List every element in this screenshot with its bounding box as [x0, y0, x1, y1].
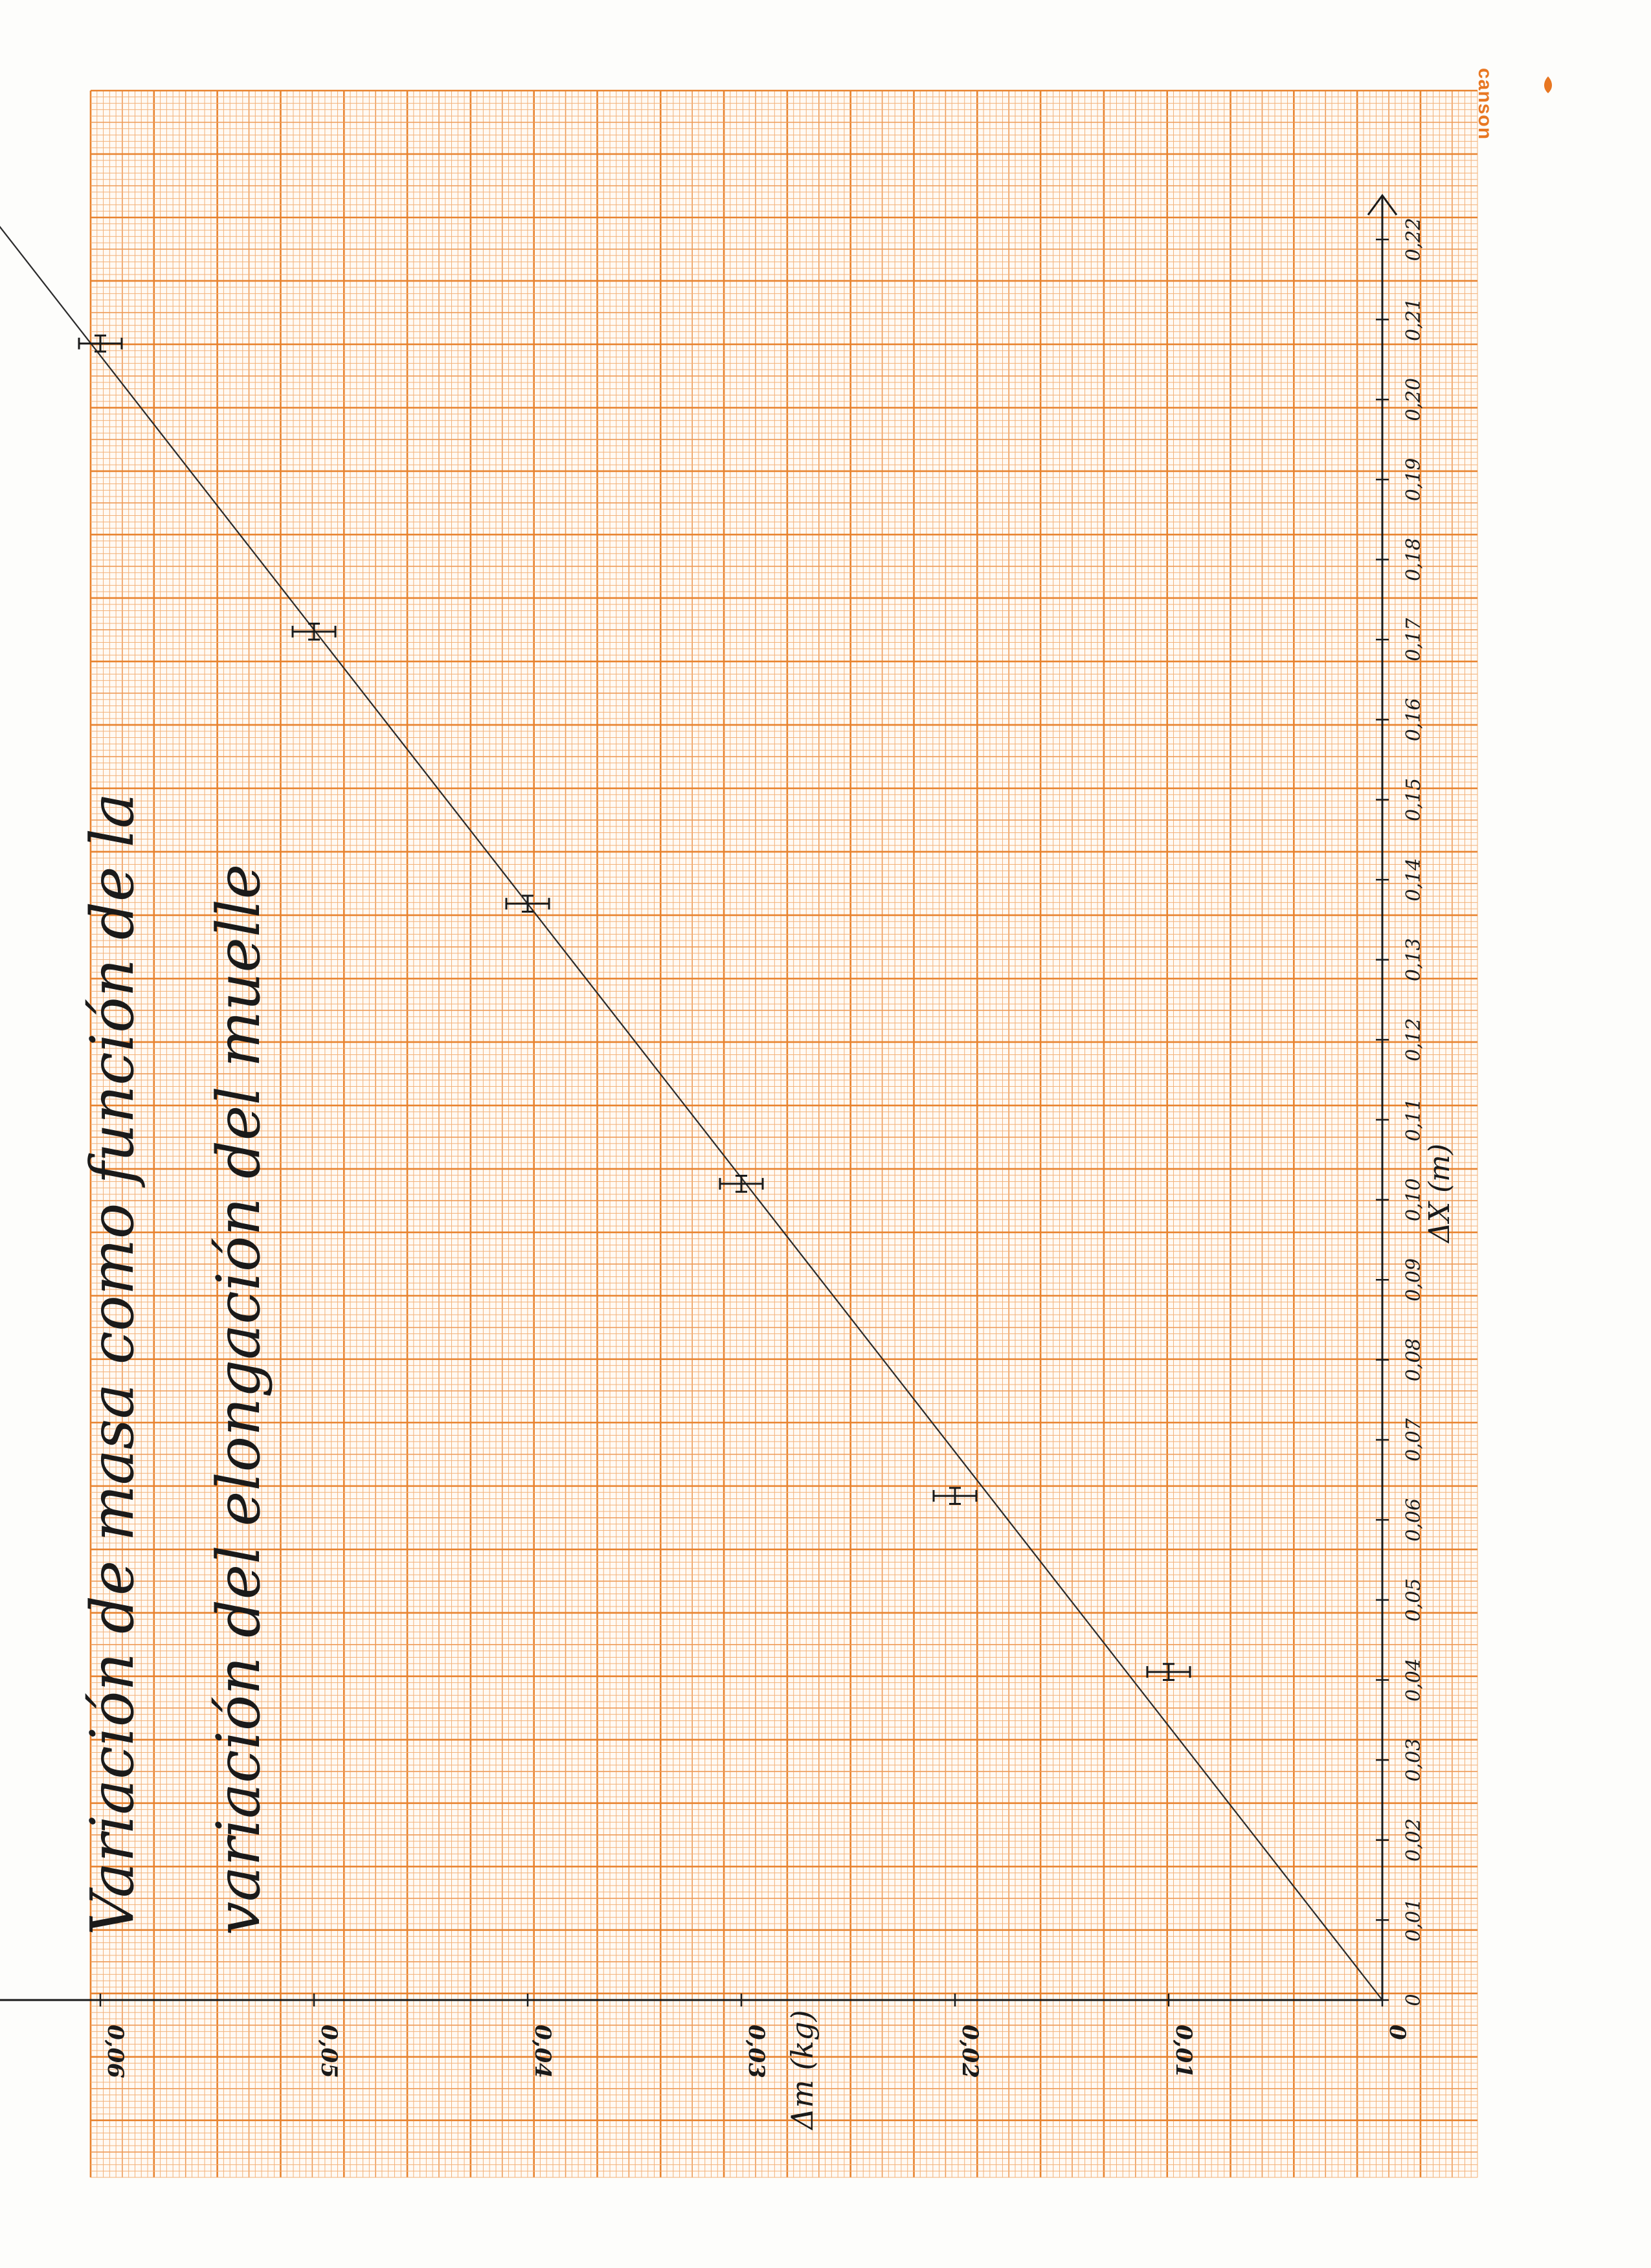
y-axis-label: Δm (kg) [785, 2010, 820, 2131]
axes [0, 194, 1398, 2001]
y-tick-label: 0,02 [957, 2025, 983, 2078]
x-tick-label: 0,05 [1402, 1578, 1425, 1621]
x-tick-label: 0,20 [1402, 378, 1425, 421]
x-tick-label: 0,12 [1402, 1018, 1425, 1062]
x-tick-labels: 0 0,01 0,02 0,03 0,04 0,05 0,06 0,07 0,08 0,09 0,1… [1376, 218, 1425, 2007]
x-tick-label: 0,11 [1402, 1098, 1425, 1142]
y-tick-label: 0,05 [316, 2025, 342, 2078]
chart-title-line-1: Variación de masa como función de la [78, 793, 147, 1935]
graph-grid [89, 89, 1478, 2178]
x-tick-label: 0 [1402, 1994, 1425, 2006]
x-tick-label: 0,17 [1402, 617, 1425, 662]
y-tick-label: 0,06 [102, 2025, 128, 2078]
x-tick-label: 0,03 [1402, 1739, 1425, 1782]
x-tick-label: 0,15 [1402, 778, 1425, 821]
data-points [78, 334, 1191, 1681]
x-tick-label: 0,06 [1402, 1498, 1425, 1542]
x-tick-label: 0,19 [1402, 458, 1425, 502]
y-tick-label: 0,01 [1171, 2025, 1196, 2078]
x-tick-label: 0,10 [1402, 1178, 1425, 1221]
x-tick-label: 0,08 [1402, 1339, 1425, 1382]
x-tick-label: 0,02 [1402, 1818, 1425, 1862]
x-tick-label: 0,21 [1402, 298, 1425, 341]
data-point [505, 895, 550, 913]
data-point [291, 622, 337, 641]
y-tick-label: 0,03 [743, 2025, 769, 2078]
x-axis-arrow [1367, 194, 1398, 216]
x-tick-label: 0,04 [1402, 1658, 1425, 1702]
data-point [1146, 1663, 1191, 1681]
fit-line-group [0, 225, 1383, 2001]
x-tick-label: 0,09 [1402, 1258, 1425, 1302]
x-tick-label: 0,18 [1402, 538, 1425, 581]
chart-title-line-2: variación del elongación del muelle [204, 864, 273, 1935]
fit-line [0, 225, 1383, 2001]
brand-flame-icon [1540, 75, 1556, 94]
y-tick-label: 0,04 [530, 2025, 556, 2078]
data-point [932, 1487, 978, 1505]
data-point [78, 334, 123, 353]
y-tick-labels: 0 0,01 0,02 0,03 0,04 0,05 0,06 [99, 1994, 1410, 2078]
x-tick-label: 0,16 [1402, 698, 1425, 741]
x-tick-label: 0,13 [1402, 938, 1425, 981]
x-axis-label: ΔX (m) [1423, 1144, 1456, 1244]
x-tick-label: 0,22 [1402, 218, 1425, 261]
x-tick-label: 0,14 [1402, 858, 1425, 902]
data-point [719, 1175, 764, 1193]
x-tick-label: 0,07 [1402, 1418, 1425, 1462]
x-tick-label: 0,01 [1402, 1898, 1425, 1942]
y-tick-label: 0 [1384, 2025, 1410, 2040]
chart-labels: Variación de masa como función de la var… [78, 793, 1456, 2131]
